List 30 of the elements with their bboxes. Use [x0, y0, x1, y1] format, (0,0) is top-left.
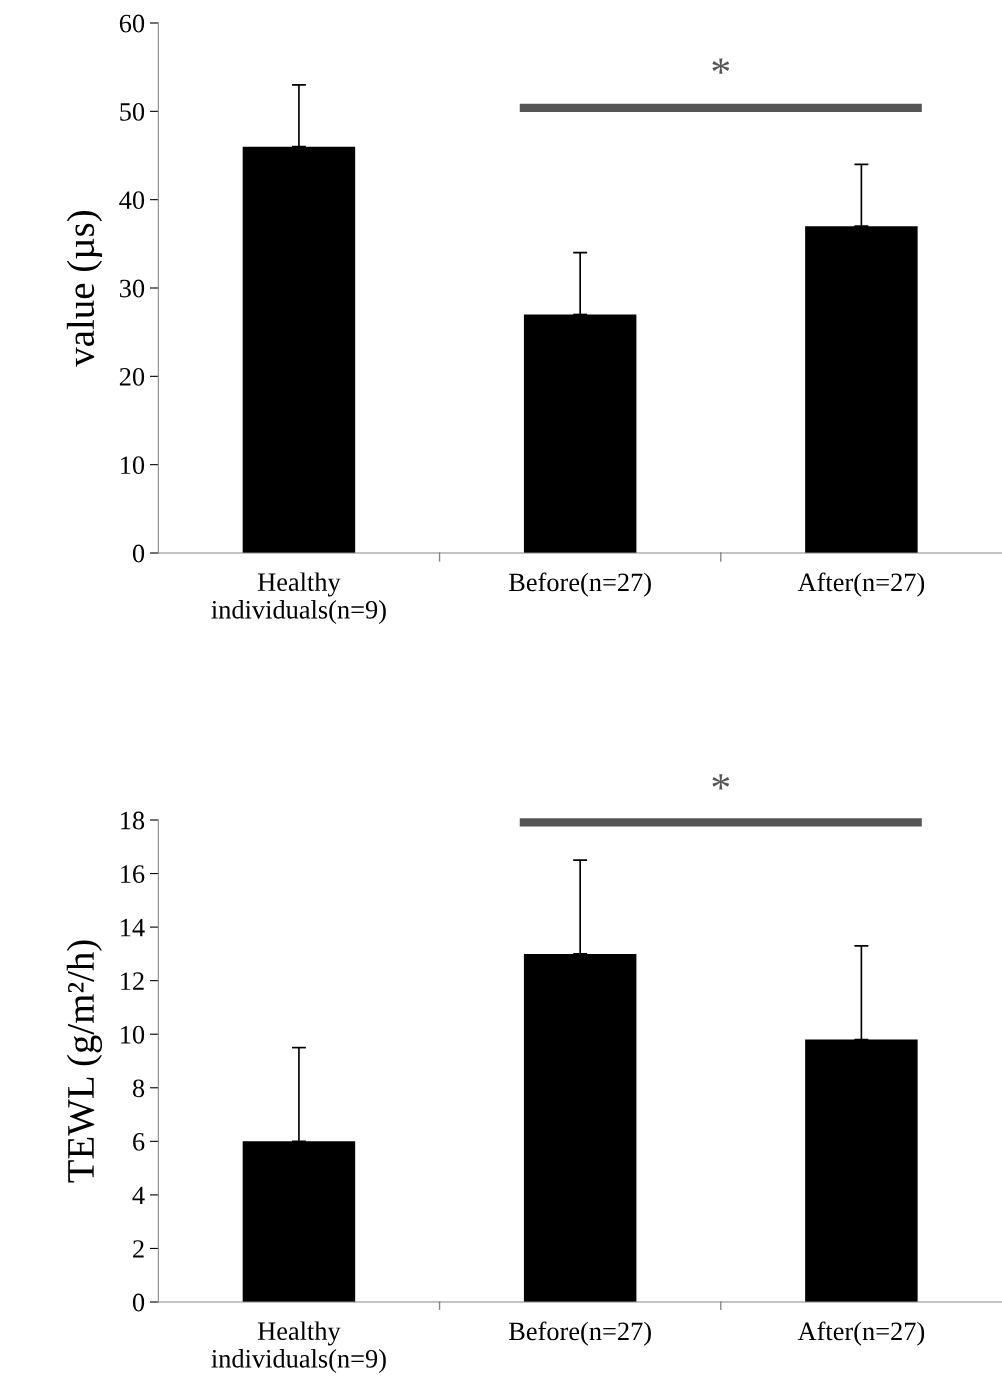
y-tick-label: 0 [132, 1293, 145, 1312]
x-tick-label: After(n=27) [797, 1321, 925, 1346]
y-axis-title: value (µs) [66, 211, 103, 367]
y-tick-label: 30 [119, 279, 145, 298]
y-tick-label: 10 [121, 1025, 145, 1044]
y-tick-label: 16 [121, 865, 145, 883]
y-tick-label: 18 [121, 811, 145, 830]
y-tick-label: 40 [119, 191, 145, 210]
bar [242, 1141, 356, 1302]
y-tick-label: 50 [120, 102, 145, 121]
x-tick-label: After(n=27) [797, 572, 925, 597]
text: * [712, 774, 730, 790]
y-tick-label: 60 [119, 14, 145, 33]
y-tick-label: 8 [132, 1079, 145, 1098]
y-tick-label: 0 [132, 544, 145, 563]
x-tick-label: Before(n=27) [509, 1321, 651, 1346]
y-tick-label: 6 [133, 1133, 145, 1151]
y-tick-label: 20 [119, 367, 145, 386]
y-tick-label: 10 [121, 456, 145, 475]
annotation: * [712, 58, 730, 74]
bar [805, 226, 918, 553]
x-tick-label: Healthy individuals(n=9) [211, 1321, 386, 1374]
y-tick-label: 2 [133, 1240, 144, 1258]
y-tick-label: 12 [121, 972, 144, 990]
x-tick-label: Healthy individuals(n=9) [211, 572, 386, 625]
y-axis-title: TEWL (g/m²/h) [66, 940, 103, 1183]
y-tick-label: 14 [121, 918, 145, 937]
bar [523, 953, 637, 1302]
x-tick-label: Before(n=27) [509, 572, 651, 597]
y-tick-label: 4 [132, 1186, 145, 1205]
